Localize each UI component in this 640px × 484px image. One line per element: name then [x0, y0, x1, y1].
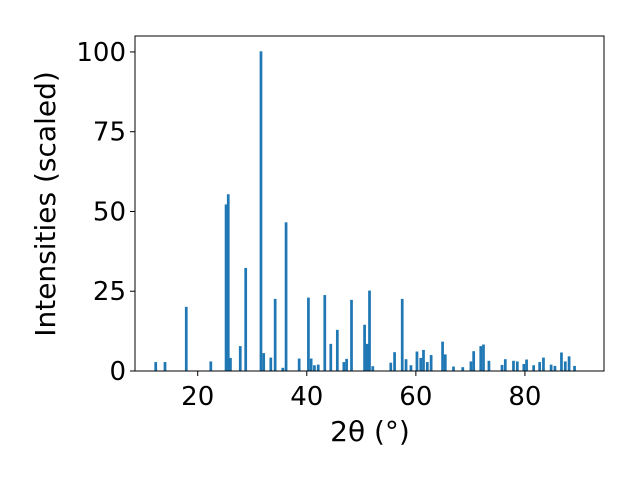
bar [573, 365, 576, 371]
bar [184, 306, 188, 371]
bar [316, 364, 320, 371]
bar [229, 357, 232, 371]
bar [345, 358, 348, 371]
bar [350, 299, 353, 371]
bar [542, 357, 545, 371]
bar [522, 363, 526, 371]
x-tick-label: 60 [399, 382, 432, 412]
bar [553, 365, 557, 371]
bar [503, 359, 507, 371]
bar [226, 194, 230, 371]
bar [307, 297, 310, 371]
bar [371, 366, 375, 371]
bar [281, 367, 285, 371]
bar [368, 290, 371, 371]
bar [393, 352, 396, 371]
y-axis-ticks: 0 25 50 75 100 [76, 38, 135, 387]
bar [425, 362, 429, 371]
bar [532, 365, 536, 371]
bar [404, 359, 408, 371]
bar [313, 365, 316, 371]
y-tick-label: 25 [93, 277, 126, 307]
bar [365, 343, 369, 371]
bar [538, 362, 542, 371]
y-tick-label: 75 [93, 118, 126, 148]
bar [154, 362, 158, 371]
y-tick-label: 0 [109, 357, 126, 387]
bar [549, 364, 553, 371]
bar [262, 353, 266, 371]
bar [563, 361, 567, 371]
bar [422, 349, 425, 371]
bar [259, 51, 263, 372]
bar [400, 298, 404, 371]
x-axis-label: 2θ (°) [330, 415, 410, 448]
axes-frame [134, 35, 605, 372]
x-tick-label: 80 [508, 382, 541, 412]
bar [163, 362, 167, 371]
bar [443, 354, 447, 371]
bar [244, 267, 248, 371]
bar [323, 295, 327, 371]
bar [415, 351, 419, 371]
bar [269, 357, 273, 371]
bar [309, 358, 313, 371]
y-axis-label: Intensities (scaled) [29, 71, 62, 337]
bar [409, 365, 413, 371]
bar [363, 324, 366, 371]
bar [560, 352, 563, 371]
bar [482, 344, 485, 371]
bar [329, 343, 333, 371]
x-tick-label: 40 [290, 382, 323, 412]
y-tick-label: 100 [76, 38, 126, 68]
x-axis-ticks: 20 40 60 80 [181, 371, 541, 412]
bar [479, 346, 483, 371]
bar [273, 298, 277, 371]
bar [452, 366, 455, 371]
bar [342, 362, 346, 371]
bar [567, 356, 571, 371]
bar [500, 364, 504, 371]
bar [441, 341, 444, 371]
bar [461, 367, 465, 371]
bar [335, 329, 339, 371]
bar [469, 361, 473, 371]
bar [238, 346, 242, 371]
bar [224, 204, 228, 371]
bar [472, 351, 476, 371]
bar [297, 358, 301, 371]
y-tick-label: 50 [93, 197, 126, 227]
bar [512, 360, 515, 371]
bar [389, 362, 393, 371]
bar [515, 361, 519, 371]
bar [209, 361, 213, 371]
bar [429, 355, 433, 371]
bar [525, 359, 528, 371]
bar [419, 357, 423, 371]
bar-series [154, 51, 576, 372]
bar [284, 222, 288, 371]
x-tick-label: 20 [181, 382, 214, 412]
bar [487, 360, 491, 371]
